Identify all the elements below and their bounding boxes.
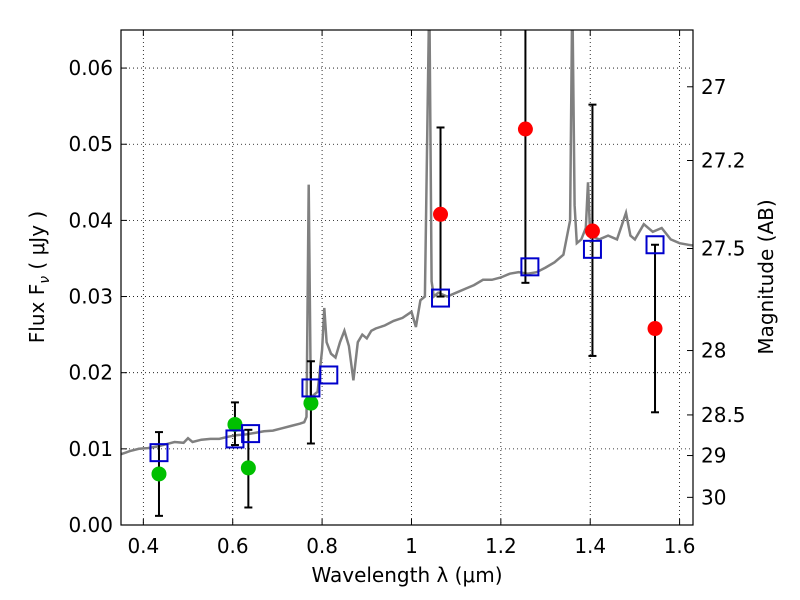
model-square-point bbox=[301, 378, 321, 398]
model-square-point bbox=[520, 257, 540, 277]
spectrum-layer bbox=[121, 30, 693, 456]
model-square-point bbox=[582, 239, 602, 259]
plot-frame bbox=[120, 29, 694, 526]
y2-tick-labels: 27 27.2 27.5 28 28.5 29 30 bbox=[701, 75, 746, 510]
red-circle-point bbox=[517, 121, 533, 137]
red-circle-point bbox=[584, 223, 600, 239]
x-tick-labels: 0.4 0.6 0.8 1 1.2 1.4 1.6 bbox=[127, 534, 695, 558]
x-tick-label: 0.6 bbox=[217, 534, 249, 558]
x-tick-label: 1 bbox=[405, 534, 418, 558]
x-tick-label: 1.6 bbox=[664, 534, 696, 558]
y2-tick-label: 28 bbox=[701, 339, 726, 363]
red-circle-point bbox=[647, 321, 663, 337]
model-square-point bbox=[319, 365, 339, 385]
green-circle-point bbox=[303, 395, 319, 411]
y-axis-label: Flux Fν ( μJy ) bbox=[25, 211, 53, 343]
y-tick-label: 0.03 bbox=[68, 285, 113, 309]
model-square-point bbox=[645, 235, 665, 255]
y2-tick-label: 29 bbox=[701, 444, 726, 468]
spectrum-line bbox=[121, 30, 693, 456]
y2-tick-label: 27.2 bbox=[701, 149, 746, 173]
x-axis-label: Wavelength λ (μm) bbox=[311, 563, 502, 587]
axis-ticks bbox=[121, 30, 693, 526]
y-tick-label: 0.02 bbox=[68, 361, 113, 385]
y-tick-label: 0.04 bbox=[68, 208, 113, 232]
model-square-point bbox=[431, 288, 451, 308]
model-square-point bbox=[225, 429, 245, 449]
marker-layer bbox=[149, 121, 665, 482]
y-tick-label: 0.05 bbox=[68, 132, 113, 156]
y2-tick-label: 28.5 bbox=[701, 403, 746, 427]
y-tick-labels: 0.00 0.01 0.02 0.03 0.04 0.05 0.06 bbox=[68, 56, 113, 537]
green-circle-point bbox=[151, 466, 167, 482]
red-circle-point bbox=[433, 206, 449, 222]
green-circle-point bbox=[240, 460, 256, 476]
model-square-point bbox=[241, 424, 261, 444]
y-tick-label: 0.06 bbox=[68, 56, 113, 80]
y2-tick-label: 30 bbox=[701, 485, 726, 509]
y-tick-label: 0.01 bbox=[68, 437, 113, 461]
y-axis-label-main: Flux F bbox=[25, 284, 49, 343]
x-tick-label: 1.2 bbox=[485, 534, 517, 558]
x-tick-label: 0.8 bbox=[306, 534, 338, 558]
model-square-point bbox=[149, 443, 169, 463]
grid bbox=[121, 30, 693, 525]
y-tick-label: 0.00 bbox=[68, 513, 113, 537]
y2-axis-label: Magnitude (AB) bbox=[754, 199, 778, 354]
green-circle-point bbox=[227, 416, 243, 432]
x-tick-label: 1.4 bbox=[574, 534, 606, 558]
y2-tick-label: 27 bbox=[701, 75, 726, 99]
y2-tick-label: 27.5 bbox=[701, 237, 746, 261]
y-axis-label-subscript: ν bbox=[37, 276, 53, 284]
x-tick-label: 0.4 bbox=[127, 534, 159, 558]
y-axis-label-units: ( μJy ) bbox=[25, 211, 49, 276]
